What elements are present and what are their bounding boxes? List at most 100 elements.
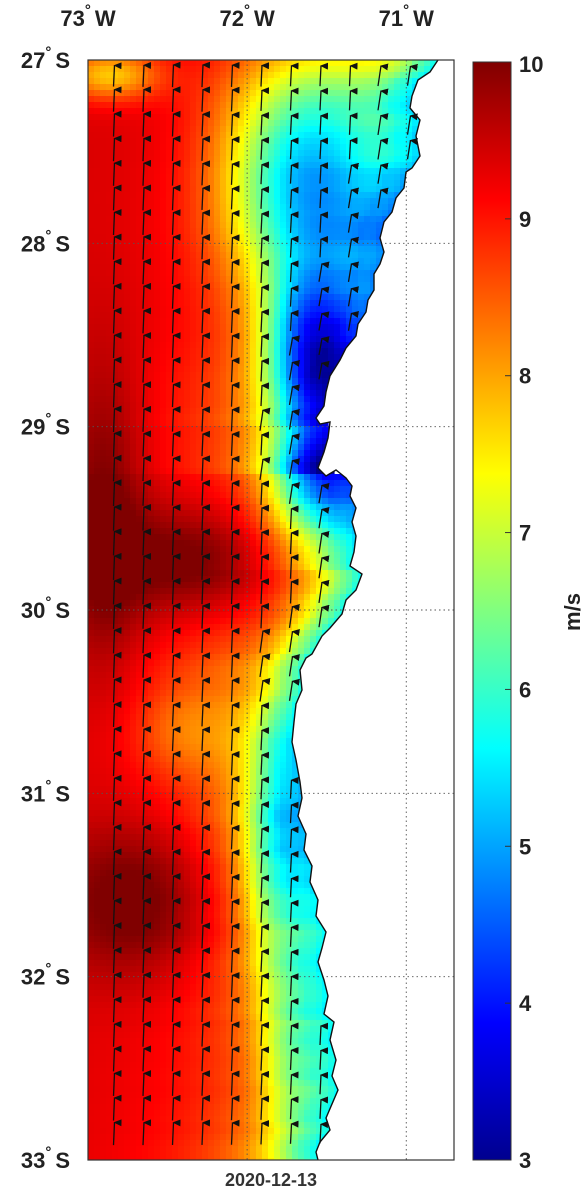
wind-arrow bbox=[230, 406, 240, 432]
wind-arrow bbox=[112, 676, 122, 703]
wind-arrow bbox=[260, 825, 270, 849]
wind-arrow bbox=[406, 63, 418, 86]
wind-arrow bbox=[112, 405, 122, 433]
wind-arrow bbox=[112, 750, 122, 777]
wind-arrow bbox=[201, 1119, 211, 1145]
colorbar-ticks: 3 4 5 6 7 8 9 10 bbox=[505, 52, 543, 1173]
wind-arrow bbox=[112, 381, 122, 408]
wind-arrow bbox=[112, 774, 122, 801]
wind-arrow bbox=[289, 924, 299, 947]
wind-arrow bbox=[230, 873, 240, 899]
wind-arrow bbox=[260, 923, 270, 948]
wind-arrow bbox=[377, 137, 389, 160]
wind-arrow bbox=[201, 184, 211, 210]
wind-arrow bbox=[201, 1021, 211, 1047]
wind-arrow bbox=[142, 454, 152, 482]
wind-arrow bbox=[142, 676, 152, 703]
wind-arrow bbox=[230, 553, 240, 580]
wind-arrow bbox=[142, 897, 152, 925]
colorbar-tick-label: 8 bbox=[519, 364, 531, 389]
latitude-tick-label: 32° S bbox=[21, 961, 70, 990]
wind-arrow bbox=[259, 628, 271, 653]
wind-arrow bbox=[112, 62, 122, 87]
wind-arrow bbox=[260, 357, 270, 382]
wind-arrow bbox=[112, 258, 122, 285]
wind-arrow bbox=[260, 1070, 270, 1096]
colorbar-tick-label: 6 bbox=[519, 677, 531, 702]
wind-arrow bbox=[230, 86, 240, 112]
colorbar-label: m/s bbox=[560, 593, 585, 631]
wind-arrow bbox=[230, 1095, 240, 1121]
wind-arrow bbox=[112, 233, 122, 260]
wind-arrow bbox=[142, 701, 152, 727]
wind-arrow bbox=[260, 1046, 270, 1071]
wind-arrow bbox=[112, 897, 122, 925]
wind-arrow bbox=[112, 971, 122, 998]
wind-arrow bbox=[319, 1121, 329, 1144]
wind-arrow bbox=[288, 458, 300, 479]
wind-arrow bbox=[289, 505, 299, 530]
wind-arrow bbox=[142, 651, 152, 678]
wind-arrow bbox=[171, 726, 181, 752]
wind-arrow bbox=[142, 552, 152, 580]
wind-arrow bbox=[288, 482, 300, 505]
wind-arrow bbox=[230, 209, 240, 235]
wind-arrow bbox=[142, 209, 152, 235]
wind-arrow bbox=[348, 87, 358, 111]
wind-arrow bbox=[201, 1070, 211, 1096]
wind-arrow bbox=[348, 62, 358, 87]
wind-arrow bbox=[230, 1070, 240, 1096]
map-border bbox=[87, 59, 455, 1161]
wind-arrow bbox=[142, 725, 152, 752]
latitude-tick-label: 31° S bbox=[21, 777, 70, 806]
wind-arrow bbox=[171, 135, 181, 162]
wind-arrow bbox=[377, 162, 389, 184]
wind-arrow bbox=[260, 234, 270, 259]
wind-arrow bbox=[260, 751, 270, 775]
latitude-tick-label: 30° S bbox=[21, 594, 70, 623]
wind-arrow bbox=[112, 1094, 122, 1121]
wind-arrow bbox=[112, 627, 122, 654]
wind-arrow bbox=[201, 1094, 211, 1121]
wind-arrow bbox=[289, 285, 299, 307]
wind-arrow bbox=[289, 211, 299, 233]
wind-arrow bbox=[142, 258, 152, 285]
wind-arrow bbox=[230, 61, 240, 87]
wind-arrow bbox=[230, 996, 240, 1022]
wind-arrow bbox=[318, 360, 330, 380]
wind-arrow bbox=[142, 577, 152, 605]
wind-arrow bbox=[289, 973, 299, 997]
wind-arrow bbox=[230, 1045, 240, 1072]
wind-arrow bbox=[142, 946, 152, 974]
wind-arrow bbox=[318, 311, 330, 331]
wind-arrow bbox=[201, 356, 211, 383]
wind-arrow bbox=[142, 61, 152, 87]
wind-arrow bbox=[347, 187, 359, 209]
wind-arrow bbox=[171, 823, 181, 851]
wind-arrow bbox=[406, 113, 418, 135]
wind-arrow bbox=[289, 235, 299, 258]
wind-arrow bbox=[171, 405, 181, 432]
wind-arrow bbox=[260, 284, 270, 308]
wind-arrow bbox=[377, 63, 389, 87]
wind-arrow bbox=[201, 553, 211, 580]
wind-arrow bbox=[201, 61, 211, 88]
wind-arrow bbox=[142, 307, 152, 334]
wind-arrow bbox=[112, 184, 122, 211]
wind-arrow bbox=[142, 135, 152, 162]
wind-arrow bbox=[230, 972, 240, 998]
wind-arrow bbox=[260, 997, 270, 1022]
wind-arrow bbox=[171, 86, 181, 112]
wind-arrow bbox=[288, 604, 300, 628]
wind-arrow bbox=[112, 430, 122, 457]
wind-arrow bbox=[112, 823, 122, 851]
wind-arrow bbox=[171, 381, 181, 408]
wind-arrow bbox=[288, 359, 300, 381]
wind-arrow bbox=[230, 627, 240, 653]
wind-arrow bbox=[171, 233, 181, 260]
wind-arrow bbox=[260, 702, 270, 726]
wind-arrow bbox=[112, 331, 122, 359]
wind-arrow bbox=[318, 604, 330, 628]
wind-arrow bbox=[230, 898, 240, 924]
wind-arrow bbox=[171, 652, 181, 678]
